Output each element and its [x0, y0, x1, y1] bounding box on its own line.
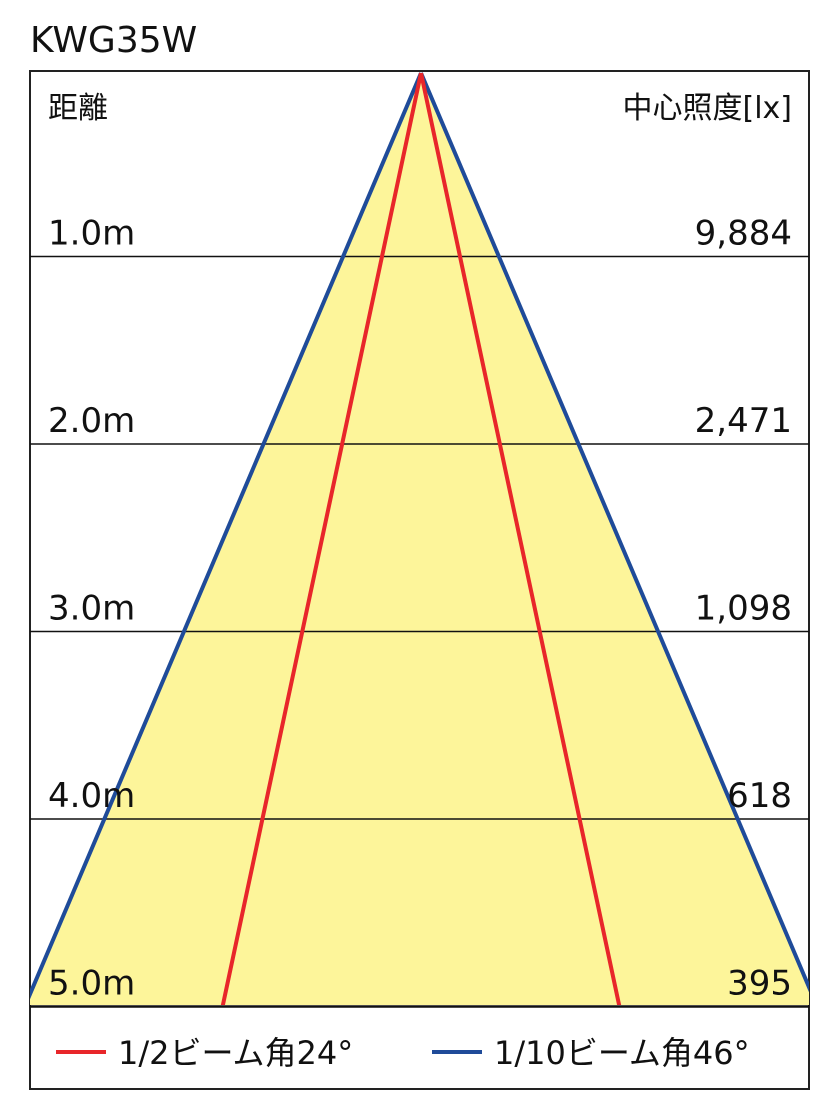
tenth-beam-left-line: [30, 72, 423, 1000]
illuminance-value: 9,884: [695, 214, 792, 254]
half-beam-right-line: [419, 72, 622, 1005]
distance-label: 1.0m: [48, 214, 135, 254]
illuminance-header: 中心照度[lx]: [623, 91, 793, 126]
illuminance-value: 395: [727, 964, 792, 1004]
illuminance-value: 618: [727, 776, 792, 816]
half-beam-left-line: [220, 72, 423, 1005]
tenth-beam-legend-label: 1/10ビーム角46°: [494, 1034, 750, 1072]
illuminance-value: 2,471: [695, 401, 792, 441]
illuminance-value: 1,098: [695, 589, 792, 629]
beam-fill: [30, 73, 809, 1005]
diagram-title: KWG35W: [30, 20, 197, 61]
distance-label: 2.0m: [48, 401, 135, 441]
tenth-beam-right-line: [419, 72, 809, 993]
distance-label: 5.0m: [48, 964, 135, 1004]
distance-label: 3.0m: [48, 589, 135, 629]
half-beam-legend-label: 1/2ビーム角24°: [118, 1034, 353, 1072]
distance-label: 4.0m: [48, 776, 135, 816]
distance-header: 距離: [48, 91, 108, 126]
